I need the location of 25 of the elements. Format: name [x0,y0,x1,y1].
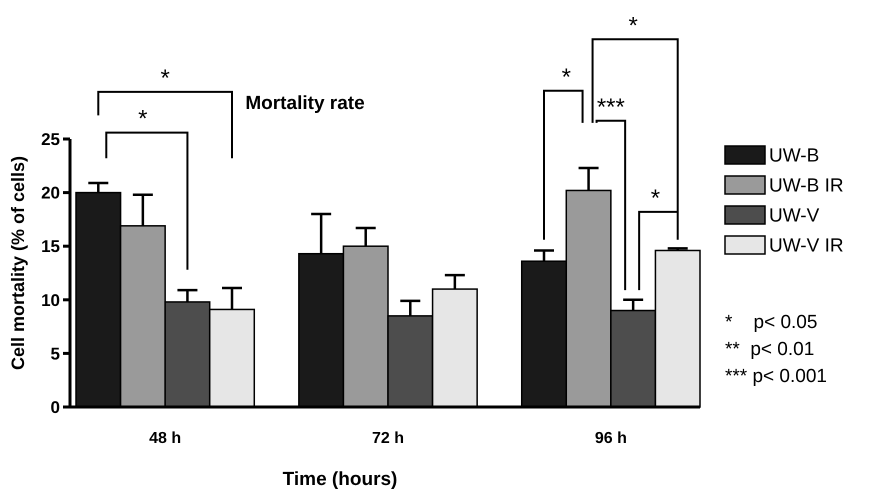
text: *** [596,94,625,121]
y-tick-label: 20 [41,184,60,203]
y-tick-label: 15 [41,237,60,256]
text: * [160,64,170,92]
text: * [628,12,638,40]
chart-title: Mortality rate [245,93,365,114]
text: ** p< 0.01 [725,339,814,360]
y-tick-label: 25 [41,130,60,149]
text: * p< 0.05 [725,312,818,333]
legend-label: UW-V IR [769,236,844,257]
text: *** p< 0.001 [725,366,827,387]
legend-label: UW-V [769,206,820,227]
y-tick-label: 10 [41,290,60,310]
x-tick-label: 48 h [149,430,182,447]
annotation: * [650,184,660,212]
y-axis-title: Cell mortality (% of cells) [8,156,28,370]
x-tick-label: 72 h [372,430,404,447]
legend-label: UW-B IR [769,176,844,197]
text: * [562,64,571,91]
x-axis-title: Time (hours) [282,469,398,490]
legend-label: UW-B [769,146,820,167]
y-tick-label: 5 [50,344,60,364]
y-tick-label: 0 [50,398,60,417]
text: * [138,106,148,133]
x-tick-label: 96 h [594,430,627,447]
